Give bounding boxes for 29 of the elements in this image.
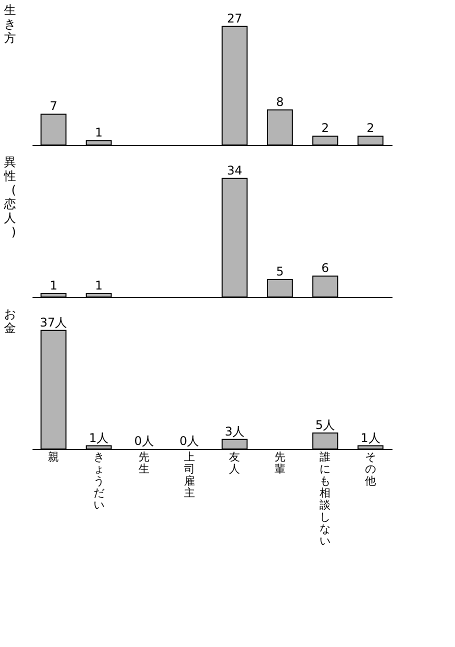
x-tick-label: その他 [364,450,376,488]
chart-title: 生き方 [4,3,16,45]
x-tick-label: 先生 [138,450,150,476]
data-label: 0人 [180,434,200,448]
text: 異性(恋人) [3,155,16,239]
data-label: 1人 [88,430,109,445]
data-label: 5人 [315,418,336,432]
data-label: 2 [321,121,330,136]
data-label: 37人 [40,315,68,330]
data-label: 7 [50,99,58,114]
data-label: 27 [227,11,242,26]
x-tick-label: 先輩 [274,450,286,476]
data-label: 1人 [360,430,380,445]
x-tick-label: 友人 [229,450,240,476]
x-tick-label: 誰にも相談しない [320,450,331,548]
chart-title: お金 [4,307,16,335]
x-tick-label: 上司雇主 [184,450,195,500]
x-tick-label: きょうだい [93,450,104,512]
data-label: 6 [321,261,330,276]
data-label: 1 [50,278,58,293]
x-tick-label: 親 [48,450,60,464]
data-label: 2 [366,121,374,136]
data-label: 3人 [224,424,244,438]
data-label: 34 [227,163,242,178]
data-label: 1 [94,126,103,140]
data-label: 5 [276,264,284,279]
data-label: 0人 [134,434,154,448]
data-label: 8 [276,94,284,109]
data-label: 1 [94,278,103,293]
